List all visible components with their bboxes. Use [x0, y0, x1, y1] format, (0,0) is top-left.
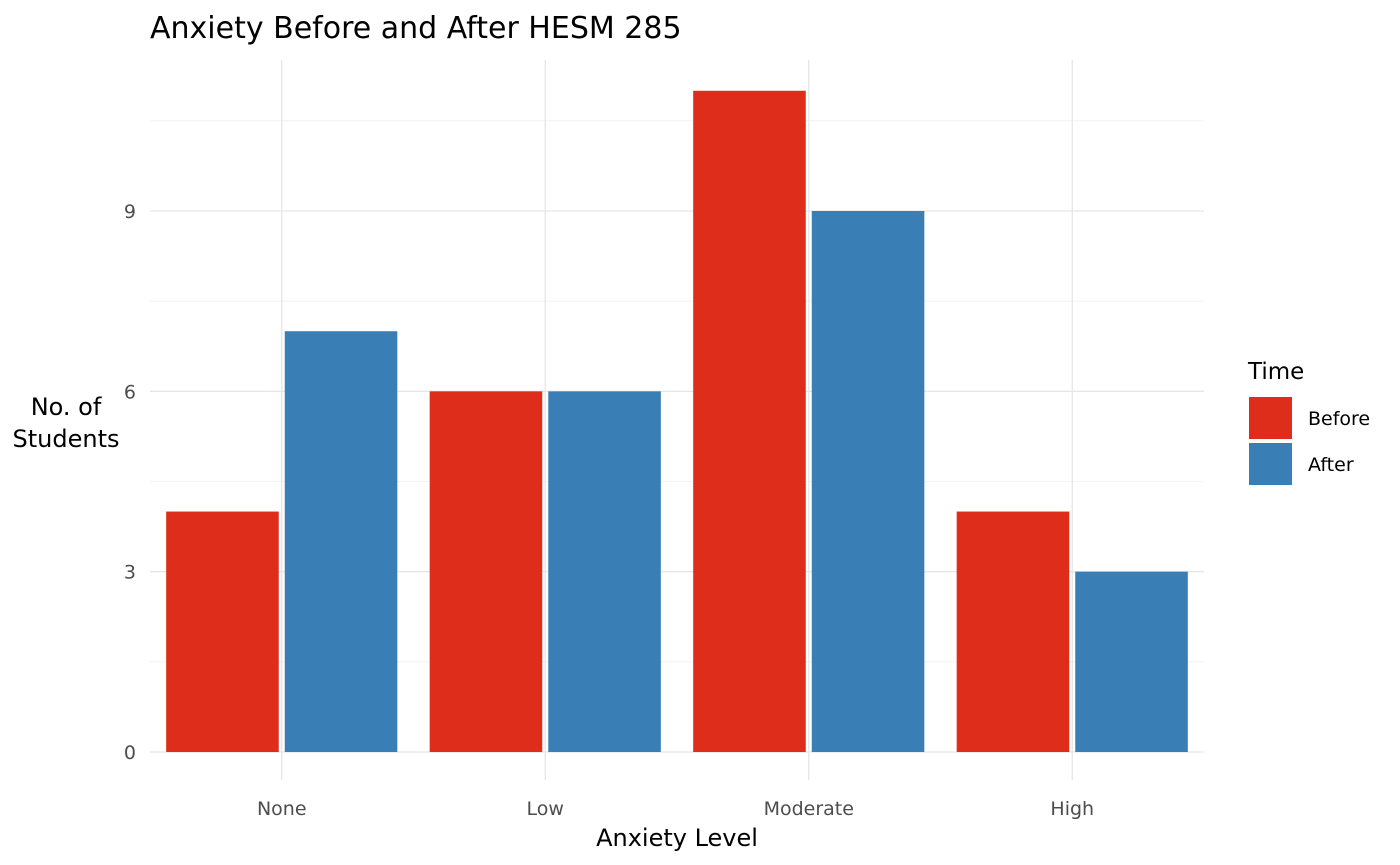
chart-title: Anxiety Before and After HESM 285 [150, 11, 682, 46]
bar-after-low [548, 391, 661, 752]
legend-label-before: Before [1308, 408, 1370, 430]
legend-label-after: After [1308, 454, 1354, 476]
y-tick-label: 0 [124, 742, 136, 764]
bar-before-moderate [693, 91, 806, 752]
bar-after-none [285, 331, 398, 752]
y-tick-label: 6 [124, 381, 136, 403]
bar-after-moderate [812, 211, 925, 752]
bar-before-none [166, 512, 279, 752]
y-axis-title: No. of Students [13, 393, 120, 453]
legend-swatch-before [1249, 397, 1292, 439]
y-tick-label: 3 [124, 562, 136, 584]
y-axis-ticks: 0 3 6 9 [124, 201, 136, 764]
bar-before-low [430, 391, 543, 752]
bars [166, 91, 1188, 752]
bar-after-high [1075, 572, 1188, 752]
x-tick-label: Low [527, 798, 564, 820]
legend-title: Time [1247, 359, 1304, 385]
x-axis-title: Anxiety Level [596, 824, 758, 852]
x-tick-label: High [1050, 798, 1094, 820]
legend-swatch-after [1249, 443, 1292, 485]
y-tick-label: 9 [124, 201, 136, 223]
x-tick-label: Moderate [764, 798, 854, 820]
legend: Time Before After [1247, 359, 1370, 485]
x-axis-ticks: None Low Moderate High [257, 798, 1094, 820]
y-axis-title-line-2: Students [13, 425, 120, 453]
x-tick-label: None [257, 798, 307, 820]
y-axis-title-line-1: No. of [31, 393, 102, 421]
bar-before-high [957, 512, 1070, 752]
